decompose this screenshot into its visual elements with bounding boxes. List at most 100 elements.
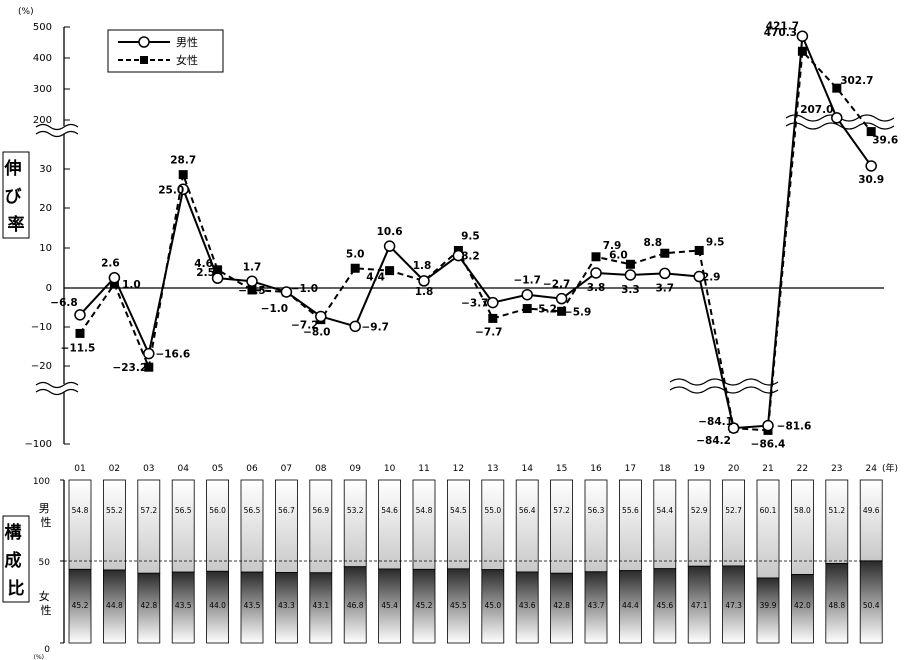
male-share-bar xyxy=(206,479,230,572)
female-share-bar xyxy=(619,570,642,644)
female-point xyxy=(75,328,85,338)
female-share-bar xyxy=(825,563,849,644)
male-data-label: 2.9 xyxy=(702,272,721,284)
year-label: 19 xyxy=(693,464,705,474)
female-data-label: −86.4 xyxy=(751,438,786,450)
female-data-label: 28.7 xyxy=(170,155,196,167)
male-point xyxy=(177,183,189,195)
female-data-label: −7.7 xyxy=(475,326,502,338)
year-label: 04 xyxy=(177,464,189,474)
female-share-bar xyxy=(309,572,333,644)
female-data-label: 4.4 xyxy=(366,272,385,284)
line-y-unit: (%) xyxy=(18,7,34,17)
line-ylabel-box xyxy=(2,151,30,239)
year-label: 09 xyxy=(349,464,361,474)
line-chart: (%) 500 400 300 200 30 20 10 0 −10 xyxy=(2,7,898,450)
y-tick-label: 400 xyxy=(33,53,52,64)
male-point xyxy=(452,249,465,262)
female-data-label: 5.0 xyxy=(346,248,365,260)
year-label: 16 xyxy=(590,464,602,474)
year-label: 11 xyxy=(418,464,429,474)
male-share-label: 51.2 xyxy=(828,506,845,515)
female-share-label: 44.4 xyxy=(622,601,639,610)
bar-ylabel: 構 成 比 xyxy=(5,522,28,599)
female-data-label: −5.2 xyxy=(529,304,556,316)
legend: 男性 女性 xyxy=(107,29,224,73)
female-point xyxy=(522,304,532,314)
female-data-label: 4.6 xyxy=(194,258,213,270)
female-share-label: 45.6 xyxy=(656,601,673,610)
female-share-bar xyxy=(584,571,608,644)
male-share-label: 54.5 xyxy=(450,506,467,515)
y-tick-label: 300 xyxy=(33,84,52,95)
female-point xyxy=(625,259,635,269)
male-share-label: 54.4 xyxy=(656,506,673,515)
male-share-label: 57.2 xyxy=(140,506,157,515)
female-share-bar xyxy=(274,572,298,644)
y-tick-label: 200 xyxy=(33,115,52,126)
male-share-bar xyxy=(446,479,470,570)
female-share-bar xyxy=(240,571,264,644)
female-share-bar xyxy=(446,568,470,644)
female-data-label: 9.5 xyxy=(706,236,725,248)
year-label: 18 xyxy=(659,464,671,474)
male-share-label: 56.5 xyxy=(244,506,261,515)
male-data-label: 207.0 xyxy=(800,104,833,116)
y-tick-label: 10 xyxy=(39,243,52,254)
y-tick-label: −20 xyxy=(31,361,52,372)
year-label: 13 xyxy=(487,464,498,474)
bar-chart: 100 50 0 (%) 構 成 比 男 性 女 性 (年) 54.8 45.2 0… xyxy=(2,462,898,660)
bar-male-label: 男 性 xyxy=(39,502,54,529)
scale-break-left xyxy=(35,123,79,396)
female-share-label: 43.3 xyxy=(278,601,295,610)
bar-y-tick: 100 xyxy=(33,477,50,487)
female-point xyxy=(832,83,842,93)
male-data-label: 3.8 xyxy=(587,282,606,294)
year-label: 01 xyxy=(74,464,85,474)
male-point xyxy=(555,292,568,305)
male-point xyxy=(624,269,637,281)
male-share-bar xyxy=(619,479,642,572)
year-label: 06 xyxy=(246,464,258,474)
male-point xyxy=(143,347,155,360)
bars: 54.8 45.2 01 55.2 44.8 02 57.2 42.8 03 56.5 43.5 04… xyxy=(68,464,883,644)
female-share-label: 44.0 xyxy=(209,601,226,610)
female-share-label: 45.2 xyxy=(72,601,89,610)
bar-y-unit: (%) xyxy=(34,654,44,660)
male-data-label: 3.3 xyxy=(621,284,640,296)
male-share-label: 57.2 xyxy=(553,506,570,515)
male-share-label: 54.6 xyxy=(381,506,398,515)
male-share-label: 54.8 xyxy=(416,506,433,515)
female-share-label: 45.2 xyxy=(416,601,433,610)
female-data-label: −1.0 xyxy=(291,283,318,295)
male-point xyxy=(383,240,396,252)
male-point xyxy=(831,112,843,124)
male-share-bar xyxy=(481,479,505,571)
female-share-bar xyxy=(412,568,436,644)
male-point xyxy=(315,310,327,323)
female-share-bar xyxy=(137,572,161,644)
male-data-label: 2.5 xyxy=(196,267,215,279)
male-share-bar xyxy=(412,479,436,570)
legend-male-label: 男性 xyxy=(176,35,198,49)
male-data-label: −3.7 xyxy=(461,298,488,310)
year-label: 02 xyxy=(109,464,120,474)
year-label: 14 xyxy=(521,464,533,474)
series-male xyxy=(74,30,877,434)
male-share-label: 56.5 xyxy=(175,506,192,515)
female-data-label: 1.8 xyxy=(413,260,432,272)
male-data-label: 3.7 xyxy=(655,282,674,294)
male-data-label: −1.7 xyxy=(513,275,540,287)
female-share-label: 43.1 xyxy=(312,601,329,610)
male-share-bar xyxy=(274,479,298,573)
male-share-label: 56.4 xyxy=(519,506,536,515)
male-data-label: 1.7 xyxy=(243,261,262,273)
female-share-bar xyxy=(550,572,573,644)
male-share-label: 52.9 xyxy=(691,506,708,515)
female-share-label: 42.0 xyxy=(794,601,811,610)
female-point xyxy=(694,245,704,255)
legend-male-marker xyxy=(138,36,150,48)
bar-x-unit: (年) xyxy=(882,462,898,474)
male-point xyxy=(418,275,430,287)
bar-y-tick: 50 xyxy=(39,558,51,568)
